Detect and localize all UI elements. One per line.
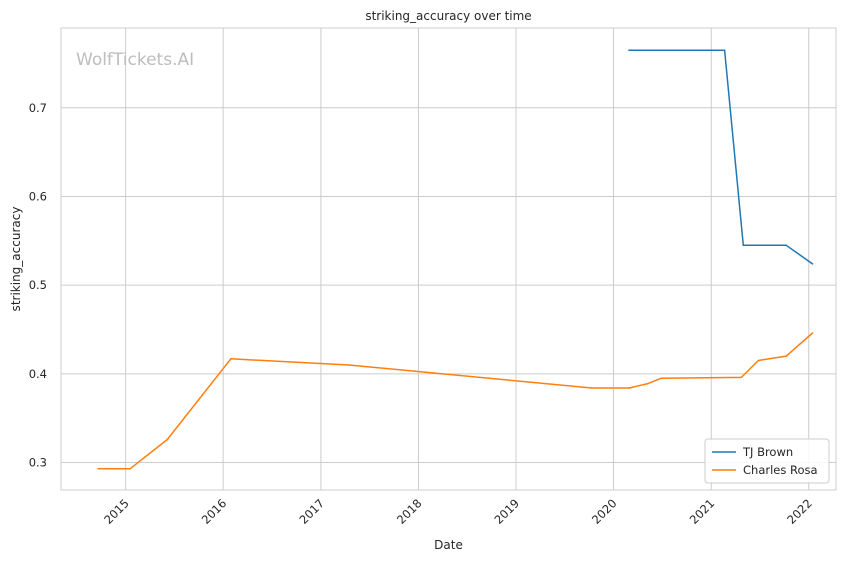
data-point-charles-rosa [347,364,350,366]
data-point-tj-brown [628,49,630,51]
plot-frame [60,27,837,491]
data-point-charles-rosa [230,357,232,360]
data-point-tj-brown [723,49,726,51]
x-axis-label: Date [434,538,463,552]
data-point-charles-rosa [591,387,593,389]
y-axis-label: striking_accuracy [9,207,23,312]
y-tick-label: 0.4 [29,367,47,381]
data-point-charles-rosa [129,467,131,470]
data-point-charles-rosa [757,359,760,362]
legend-entry-label: TJ Brown [742,445,793,459]
data-point-charles-rosa [811,332,814,334]
data-point-charles-rosa [740,376,743,379]
y-tick-label: 0.7 [29,101,47,115]
data-point-charles-rosa [660,377,662,380]
legend-box [704,438,830,484]
watermark-text: WolfTickets.AI [76,50,194,70]
legend-entry-label: Charles Rosa [743,463,818,477]
y-tick-label: 0.6 [29,189,47,203]
data-point-charles-rosa [647,382,649,385]
data-point-charles-rosa [97,467,99,470]
y-tick-label: 0.3 [29,456,47,470]
data-point-tj-brown [785,244,788,247]
data-point-charles-rosa [785,355,788,357]
chart-title: striking_accuracy over time [365,9,531,23]
y-tick-label: 0.5 [29,278,47,292]
data-point-tj-brown [811,263,814,265]
y-tick-labels: 0.3 0.4 0.5 0.6 0.7 [29,101,47,470]
legend: TJ Brown Charles Rosa [704,438,830,484]
data-point-charles-rosa [628,387,631,389]
data-point-charles-rosa [166,438,169,441]
series-layer [97,49,814,470]
data-point-tj-brown [742,244,745,247]
